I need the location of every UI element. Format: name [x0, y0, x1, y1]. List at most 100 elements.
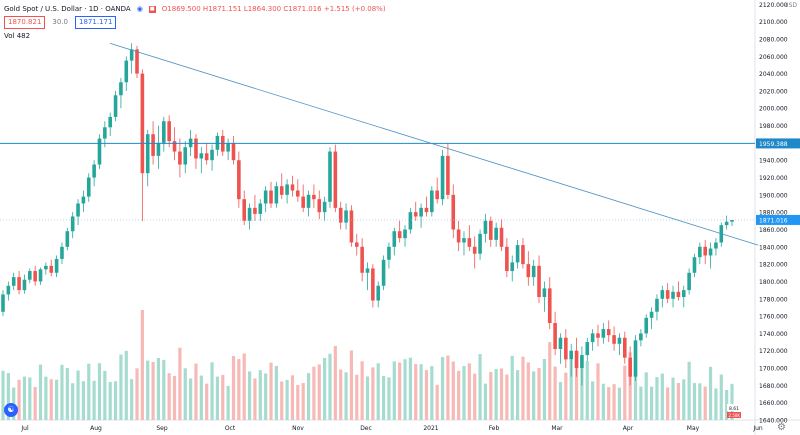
candle-body [397, 231, 402, 239]
plot-area [0, 0, 755, 420]
candle-body [387, 246, 391, 260]
candle-body [419, 207, 423, 217]
volume-bar [612, 384, 616, 420]
candle-body [210, 149, 214, 161]
candle-body [612, 335, 616, 344]
volume-bar [446, 355, 450, 420]
volume-bar [124, 350, 128, 420]
candle-body [11, 277, 16, 286]
candle-body [730, 219, 734, 222]
volume-bar [33, 386, 37, 420]
volume-bar [671, 377, 675, 420]
horizontal-line-label-bg [756, 138, 800, 149]
candle-body [156, 142, 161, 156]
volume-bar [92, 380, 96, 420]
horizontal-line-label: 1959.388 [759, 141, 788, 148]
candle-body [649, 311, 654, 318]
candle-body [317, 199, 322, 213]
candle-body [413, 212, 418, 217]
tradingview-logo-icon[interactable]: ☯ [4, 403, 18, 417]
candle-body [462, 238, 466, 243]
volume-bar [596, 363, 600, 420]
candle-body [596, 333, 600, 338]
volume-bar [660, 373, 664, 420]
candle-body [698, 246, 702, 258]
volume-bar [140, 310, 144, 420]
volume-bar [499, 368, 504, 420]
volume-bar [515, 370, 520, 420]
volume-bar [462, 366, 466, 420]
candle-body [467, 238, 472, 247]
volume-bar [87, 363, 91, 420]
candle-body [1, 294, 5, 312]
buy-button[interactable]: 1871.171 [75, 15, 117, 29]
volume-bar [387, 377, 391, 420]
y-tick-label: 1920.000 [759, 175, 788, 182]
volume-bar [703, 386, 707, 420]
x-tick-label: Feb [489, 425, 500, 432]
volume-bar [301, 382, 305, 420]
candle-body [644, 317, 649, 334]
candle-body [322, 201, 327, 213]
volume-bar [398, 362, 402, 420]
candle-body [226, 142, 230, 152]
candle-body [49, 265, 54, 273]
candle-body [542, 288, 547, 298]
candle-body [231, 142, 236, 161]
volume-bar [424, 370, 429, 420]
volume-bar [71, 383, 75, 420]
candle-body [676, 291, 681, 298]
gear-icon[interactable]: ⚙ [777, 422, 786, 433]
volume-bar [682, 379, 686, 420]
y-tick-label: 1840.000 [759, 244, 788, 251]
candle-body [263, 190, 268, 204]
candle-body [365, 268, 370, 273]
candle-body [510, 262, 515, 272]
y-tick-label: 1640.000 [759, 418, 788, 425]
volume-bar [156, 357, 161, 420]
volume-label-bg-2 [727, 412, 741, 418]
candle-body [113, 95, 118, 117]
candle-body [44, 265, 48, 270]
volume-bar [312, 366, 316, 420]
volume-bar [564, 372, 568, 420]
candle-body [371, 268, 375, 301]
volume-bar [649, 386, 654, 420]
volume-bar [317, 364, 321, 420]
x-tick-label: Aug [90, 425, 102, 432]
candle-body [446, 155, 450, 195]
volume-bar [258, 370, 262, 420]
candle-body [76, 203, 80, 217]
volume-bar [494, 369, 498, 420]
trade-panel: 1870.821 30.0 1871.171 [4, 15, 117, 29]
candle-body [306, 194, 311, 208]
candle-body [569, 350, 573, 360]
candle-body [574, 350, 579, 369]
sell-button[interactable]: 1870.821 [4, 15, 46, 29]
candle-body [215, 135, 220, 150]
y-tick-label: 1680.000 [759, 383, 788, 390]
volume-bar [698, 383, 702, 420]
volume-bar [666, 387, 670, 420]
candle-body [585, 342, 590, 356]
y-tick-label: 2000.000 [759, 106, 788, 113]
candle-body [296, 190, 300, 197]
volume-bar [81, 381, 86, 420]
volume-bar [178, 347, 182, 420]
candle-body [349, 210, 354, 243]
y-tick-label: 2080.000 [759, 36, 788, 43]
symbol-title: Gold Spot / U.S. Dollar · 1D · OANDA [4, 5, 131, 13]
candle-body [86, 177, 91, 197]
volume-bar [237, 359, 241, 420]
volume-bar [333, 345, 337, 420]
candle-body [70, 216, 75, 232]
volume-bar [44, 376, 48, 420]
current-price-label-bg [756, 214, 800, 225]
flag-icon[interactable]: ■ [148, 5, 156, 13]
candle-body [290, 184, 295, 191]
x-tick-label: Jun [752, 425, 763, 432]
eye-icon[interactable]: ◉ [136, 5, 143, 13]
volume-bar [103, 370, 107, 420]
volume-bar [537, 367, 541, 420]
